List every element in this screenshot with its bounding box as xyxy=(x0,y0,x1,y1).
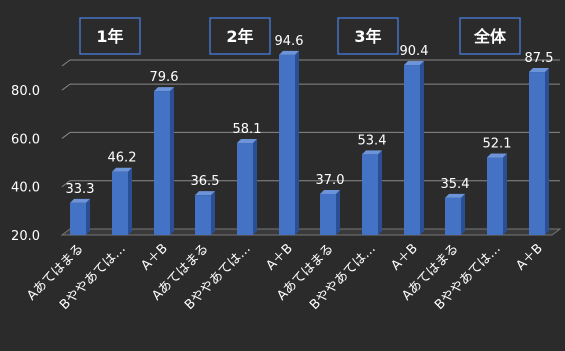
gridline-skew xyxy=(61,83,71,91)
bar-top xyxy=(279,50,299,55)
bar-top xyxy=(112,167,132,172)
category-label: A＋B xyxy=(263,241,295,273)
bar-top xyxy=(529,68,549,73)
bar-side xyxy=(545,68,549,236)
group-title: 全体 xyxy=(473,27,507,46)
bar-top xyxy=(445,193,465,198)
bar-value-label: 37.0 xyxy=(316,173,345,188)
bar xyxy=(529,72,545,236)
y-tick-label: 20.0 xyxy=(11,229,40,244)
bar xyxy=(445,197,461,235)
bar-top xyxy=(487,153,507,158)
bar-side xyxy=(211,191,215,235)
bar-value-label: 90.4 xyxy=(400,44,429,59)
group-title-box xyxy=(209,17,271,55)
bar-side xyxy=(378,150,382,235)
bar-value-label: 94.6 xyxy=(275,34,304,49)
bar xyxy=(362,154,378,235)
bar-value-label: 33.3 xyxy=(66,182,95,197)
category-label: A＋B xyxy=(138,241,170,273)
bar-side xyxy=(503,153,507,235)
bar xyxy=(70,202,86,235)
bar xyxy=(237,143,253,235)
bar-side xyxy=(295,50,299,235)
bar-top xyxy=(195,191,215,196)
y-tick-label: 80.0 xyxy=(11,84,40,99)
bar xyxy=(279,54,295,235)
bar-side xyxy=(253,139,257,235)
bar xyxy=(404,65,420,235)
bar-value-label: 35.4 xyxy=(441,177,470,192)
bar xyxy=(487,157,503,235)
bar xyxy=(154,91,170,235)
group-title: 2年 xyxy=(226,27,253,46)
bar-value-label: 53.4 xyxy=(358,133,387,148)
y-tick-label: 60.0 xyxy=(11,132,40,147)
bar-value-label: 52.1 xyxy=(483,137,512,152)
gridline-skew xyxy=(61,59,71,67)
bar-value-label: 87.5 xyxy=(525,51,554,66)
bar-value-label: 79.6 xyxy=(150,70,179,85)
gridline-skew xyxy=(61,180,71,188)
bar-side xyxy=(170,87,174,235)
category-label: A＋B xyxy=(388,241,420,273)
group-title-box xyxy=(337,17,399,55)
bar xyxy=(195,195,211,235)
y-tick-label: 40.0 xyxy=(11,181,40,196)
group-title-box xyxy=(79,17,141,55)
bar-value-label: 58.1 xyxy=(233,122,262,137)
chart-floor xyxy=(60,228,562,236)
group-title: 1年 xyxy=(96,27,123,46)
bar xyxy=(320,193,336,235)
bar-side xyxy=(420,61,424,235)
group-title-box xyxy=(459,17,521,55)
gridline-skew xyxy=(61,132,71,139)
bar-top xyxy=(154,87,174,92)
bar-top xyxy=(320,189,340,194)
bar-side xyxy=(461,193,465,235)
bar-top xyxy=(404,61,424,66)
bar-side xyxy=(128,167,132,235)
bar xyxy=(112,171,128,235)
group-title: 3年 xyxy=(354,27,381,46)
bar-value-label: 46.2 xyxy=(108,151,137,166)
bar-top xyxy=(362,150,382,155)
bar-value-label: 36.5 xyxy=(191,174,220,189)
category-label: A＋B xyxy=(513,241,545,273)
bar-side xyxy=(336,189,340,235)
bar-top xyxy=(70,198,90,203)
bar-side xyxy=(86,198,90,235)
bar-top xyxy=(237,139,257,144)
